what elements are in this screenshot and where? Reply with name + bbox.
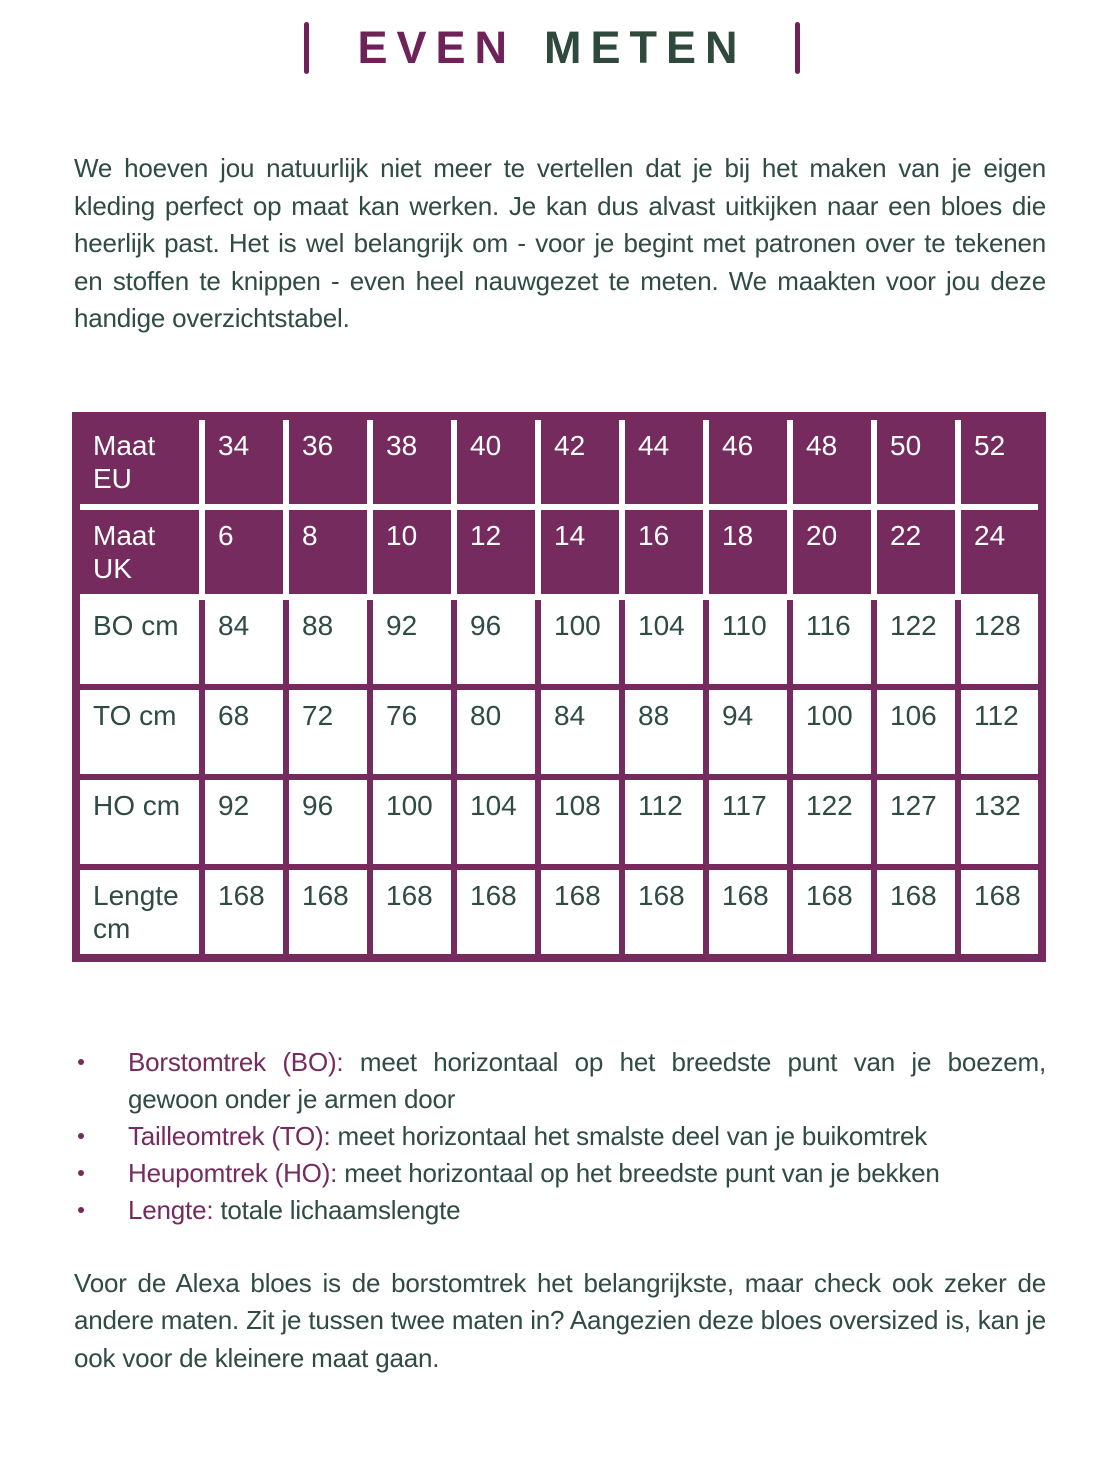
table-cell: 104: [619, 593, 709, 690]
table-cell: 14: [535, 503, 625, 600]
table-cell: 168: [535, 863, 625, 961]
legend-item: Lengte: totale lichaamslengte: [74, 1192, 1046, 1229]
table-row: Maat UK 6 8 10 12 14 16 18 20 22 24: [73, 503, 1045, 600]
table-cell: 72: [283, 683, 373, 780]
table-cell: 108: [535, 773, 625, 870]
table-cell: 110: [703, 593, 793, 690]
legend-item: Borstomtrek (BO): meet horizontaal op he…: [74, 1044, 1046, 1118]
table-cell: 50: [871, 412, 961, 510]
legend-term: Lengte:: [128, 1194, 214, 1225]
bullet-dot-icon: [78, 1058, 84, 1065]
table-cell: 168: [283, 863, 373, 961]
title-left-bar-icon: [304, 22, 310, 74]
legend-description: totale lichaamslengte: [213, 1194, 461, 1225]
table-cell: 168: [955, 863, 1045, 961]
table-row: TO cm 68 72 76 80 84 88 94 100 106 112: [73, 683, 1045, 780]
table-cell: 68: [199, 683, 289, 780]
size-table: Maat EU 34 36 38 40 42 44 46 48 50 52 Maat UK 6 8 10 12…: [72, 411, 1046, 962]
table-cell: 48: [787, 412, 877, 510]
table-cell: 106: [871, 683, 961, 780]
table-cell: 104: [451, 773, 541, 870]
table-cell: 6: [199, 503, 289, 600]
table-cell: 112: [619, 773, 709, 870]
table-cell: 92: [367, 593, 457, 690]
outro-paragraph: Voor de Alexa bloes is de borstomtrek he…: [74, 1267, 1046, 1373]
table-cell: 128: [955, 593, 1045, 690]
legend-item: Tailleomtrek (TO): meet horizontaal het …: [74, 1118, 1046, 1155]
legend-term: Heupomtrek (HO):: [128, 1157, 338, 1188]
table-cell: 168: [451, 863, 541, 961]
table-cell: 34: [199, 412, 289, 510]
table-cell: 127: [871, 773, 961, 870]
table-cell: 52: [955, 412, 1045, 510]
table-cell: 18: [703, 503, 793, 600]
table-cell: 8: [283, 503, 373, 600]
table-cell: 168: [619, 863, 709, 961]
table-cell: 22: [871, 503, 961, 600]
table-cell: 84: [535, 683, 625, 780]
row-label: HO cm: [73, 773, 205, 870]
table-cell: 10: [367, 503, 457, 600]
table-cell: 12: [451, 503, 541, 600]
row-label: BO cm: [73, 593, 205, 690]
table-cell: 96: [451, 593, 541, 690]
table-cell: 92: [199, 773, 289, 870]
legend-term: Tailleomtrek (TO):: [128, 1120, 331, 1151]
table-cell: 88: [283, 593, 373, 690]
table-row: Lengte cm 168 168 168 168 168 168 168 168 168 168: [73, 863, 1045, 961]
table-row: Maat EU 34 36 38 40 42 44 46 48 50 52: [73, 412, 1045, 510]
table-cell: 20: [787, 503, 877, 600]
bullet-dot-icon: [78, 1132, 84, 1139]
row-label: Maat EU: [73, 412, 205, 510]
legend-description: meet horizontaal op het breedste punt va…: [128, 1046, 1046, 1114]
table-cell: 168: [703, 863, 793, 961]
table-cell: 88: [619, 683, 709, 780]
table-cell: 46: [703, 412, 793, 510]
legend-term: Borstomtrek (BO):: [128, 1046, 344, 1077]
legend-description: meet horizontaal het smalste deel van je…: [330, 1120, 928, 1151]
table-cell: 132: [955, 773, 1045, 870]
table-cell: 36: [283, 412, 373, 510]
table-cell: 168: [199, 863, 289, 961]
row-label: TO cm: [73, 683, 205, 780]
title-word-even: EVEN: [357, 22, 517, 73]
table-cell: 38: [367, 412, 457, 510]
table-cell: 24: [955, 503, 1045, 600]
table-cell: 100: [787, 683, 877, 780]
title-right-bar-icon: [794, 22, 800, 74]
table-cell: 168: [871, 863, 961, 961]
table-cell: 40: [451, 412, 541, 510]
page-title: EVEN METEN: [0, 0, 1104, 74]
table-cell: 96: [283, 773, 373, 870]
table-cell: 84: [199, 593, 289, 690]
table-cell: 94: [703, 683, 793, 780]
table-cell: 100: [367, 773, 457, 870]
table-cell: 122: [787, 773, 877, 870]
table-cell: 168: [367, 863, 457, 961]
legend-description: meet horizontaal op het breedste punt va…: [337, 1157, 940, 1188]
bullet-dot-icon: [78, 1169, 84, 1176]
table-cell: 168: [787, 863, 877, 961]
table-cell: 112: [955, 683, 1045, 780]
table-row: BO cm 84 88 92 96 100 104 110 116 122 128: [73, 593, 1045, 690]
row-label: Lengte cm: [73, 863, 205, 961]
table-cell: 76: [367, 683, 457, 780]
table-cell: 44: [619, 412, 709, 510]
table-cell: 42: [535, 412, 625, 510]
table-cell: 122: [871, 593, 961, 690]
table-cell: 16: [619, 503, 709, 600]
legend-item: Heupomtrek (HO): meet horizontaal op het…: [74, 1155, 1046, 1192]
table-cell: 117: [703, 773, 793, 870]
table-cell: 100: [535, 593, 625, 690]
table-row: HO cm 92 96 100 104 108 112 117 122 127 132: [73, 773, 1045, 870]
table-cell: 116: [787, 593, 877, 690]
intro-paragraph: We hoeven jou natuurlijk niet meer te ve…: [74, 153, 1046, 333]
table-cell: 80: [451, 683, 541, 780]
row-label: Maat UK: [73, 503, 205, 600]
measurement-legend: Borstomtrek (BO): meet horizontaal op he…: [74, 1044, 1046, 1229]
bullet-dot-icon: [78, 1206, 84, 1213]
title-word-meten: METEN: [544, 22, 747, 73]
